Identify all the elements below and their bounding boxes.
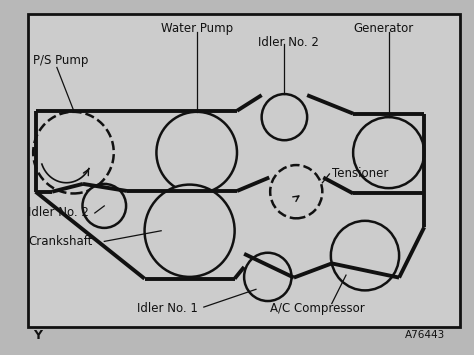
Text: A76443: A76443	[405, 331, 446, 340]
Text: P/S Pump: P/S Pump	[33, 54, 89, 67]
Ellipse shape	[145, 185, 235, 277]
Ellipse shape	[331, 221, 399, 290]
Ellipse shape	[82, 184, 126, 228]
Text: Generator: Generator	[353, 22, 413, 35]
Text: A/C Compressor: A/C Compressor	[270, 302, 365, 315]
Text: Tensioner: Tensioner	[332, 168, 388, 180]
Ellipse shape	[33, 112, 114, 193]
Ellipse shape	[244, 253, 292, 301]
Bar	[28, 14, 460, 327]
Text: Idler No. 2: Idler No. 2	[258, 36, 319, 49]
Ellipse shape	[156, 112, 237, 193]
Ellipse shape	[262, 94, 307, 140]
Ellipse shape	[353, 117, 424, 188]
Text: Crankshaft: Crankshaft	[28, 235, 93, 248]
Text: Water Pump: Water Pump	[161, 22, 233, 35]
Text: Idler No. 2: Idler No. 2	[28, 207, 89, 219]
Text: Idler No. 1: Idler No. 1	[137, 302, 198, 315]
Text: Y: Y	[33, 329, 42, 342]
Ellipse shape	[270, 165, 322, 218]
